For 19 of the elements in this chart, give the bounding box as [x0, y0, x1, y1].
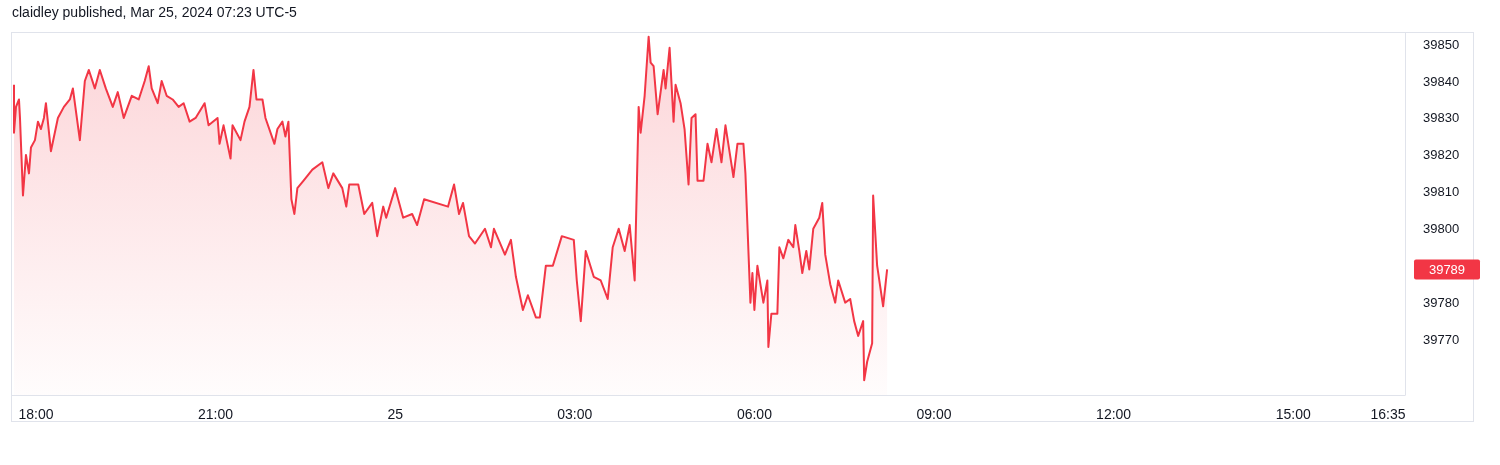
x-tick-label: 16:35 [1370, 406, 1406, 422]
x-tick-label: 21:00 [198, 406, 234, 422]
x-tick-label: 18:00 [18, 406, 54, 422]
text: 39789 [1428, 261, 1466, 277]
chart-title: claidley published, Mar 25, 2024 07:23 UTC-5 [12, 4, 297, 20]
x-tick-label: 12:00 [1096, 406, 1132, 422]
x-tick-label: 03:00 [557, 406, 593, 422]
y-tick-label: 39810 [1423, 184, 1460, 200]
y-tick-label: 39850 [1423, 36, 1460, 52]
x-tick-label: 09:00 [916, 406, 952, 422]
x-tick-label: 25 [387, 406, 404, 422]
y-tick-label: 39840 [1423, 73, 1460, 89]
y-tick-label: 39800 [1423, 221, 1460, 237]
y-tick-label: 39770 [1423, 332, 1460, 348]
y-tick-label: 39820 [1423, 147, 1460, 163]
x-tick-label: 15:00 [1275, 406, 1311, 422]
y-tick-label: 39780 [1423, 295, 1460, 311]
x-tick-label: 06:00 [736, 406, 773, 422]
y-tick-label: 39830 [1423, 110, 1460, 126]
